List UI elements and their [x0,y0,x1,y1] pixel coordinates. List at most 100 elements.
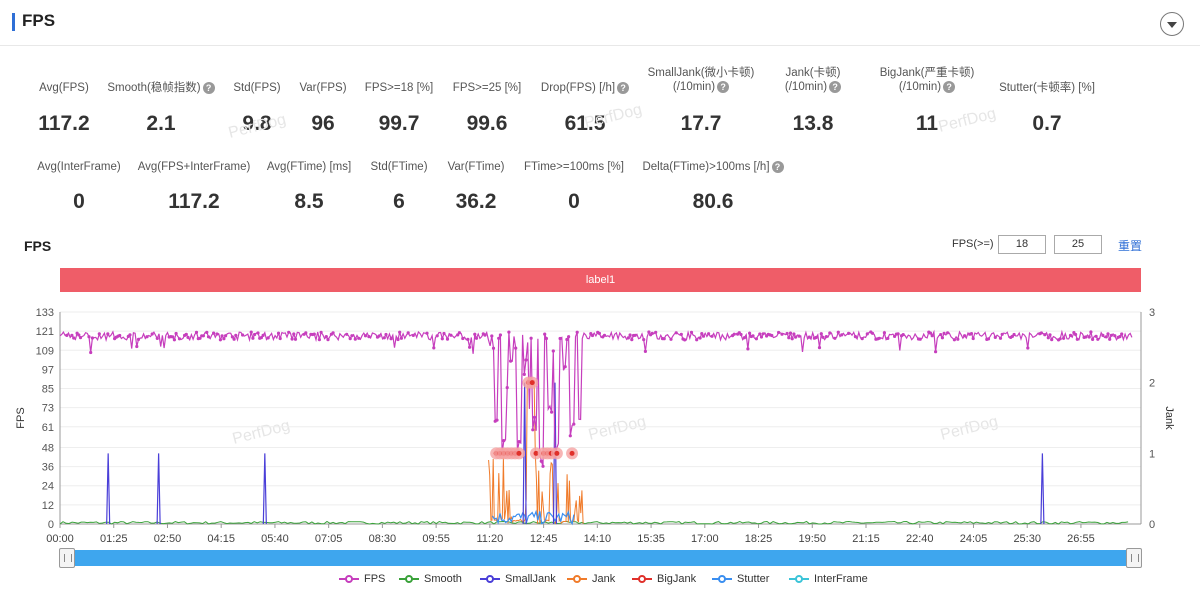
fps-point [1096,337,1100,341]
fps-point [468,345,472,349]
fps-point [543,332,547,336]
fps-point [1109,333,1113,337]
series-stutter-line [491,509,575,526]
fps-point [568,434,572,438]
metric-metrics_row2-6: Delta(FTime)>100ms [/h]? 80.6 [633,160,793,230]
slider-handle-right[interactable] [1126,548,1142,568]
fps-point [993,335,997,339]
fps-point [785,331,789,336]
bigjank-marker [569,450,575,456]
legend-item-stutter[interactable]: Stutter [712,573,769,585]
help-icon[interactable]: ? [943,80,956,93]
legend-item-interframe[interactable]: InterFrame [789,573,868,585]
metric-value: 80.6 [692,190,734,213]
fps-point [1062,336,1066,340]
fps-point [490,334,494,338]
fps-point [701,334,706,338]
fps-point [212,331,216,335]
metric-label: Jank(卡顿) [785,67,841,79]
metric-label: Stutter(卡顿率) [%] [999,82,1095,94]
fps-point [918,337,922,341]
metric-value: 0.7 [1032,112,1062,135]
x-tick-label: 11:20 [477,533,504,545]
label-bar[interactable]: label1 [60,268,1141,292]
legend-item-jank[interactable]: Jank [567,573,615,585]
fps-point [544,336,549,341]
fps-point [1094,334,1098,338]
fps-point [662,337,666,341]
metric-metrics_row1-7: SmallJank(微小卡顿) (/10min)? 17.7 [621,66,781,136]
fps-point [89,350,93,355]
fps-point [1048,333,1052,337]
metric-label: Delta(FTime)>100ms [/h]? [633,160,793,174]
fps-point [886,336,890,340]
fps-point [171,335,175,339]
fps-point [398,330,402,334]
help-icon[interactable]: ? [202,81,215,94]
legend-label: BigJank [657,573,697,585]
fps-point [411,333,415,337]
help-icon[interactable]: ? [717,80,730,93]
fps-point [626,336,631,340]
fps-point [946,331,950,335]
fps-point [633,333,637,337]
fps-point [700,332,704,336]
fps-point [531,428,535,432]
metric-metrics_row2-2: Avg(FTime) [ms] 8.5 [229,160,389,230]
x-tick-label: 00:00 [46,533,74,545]
fps-point [241,333,245,337]
help-icon[interactable]: ? [829,80,842,93]
fps-point [384,332,388,337]
x-tick-label: 15:35 [637,533,665,545]
fps-point [590,333,595,338]
legend-item-bigjank[interactable]: BigJank [632,573,696,585]
fps-point [575,330,579,334]
fps-point [497,336,501,340]
fps-point [1108,337,1112,341]
help-icon[interactable]: ? [617,81,630,94]
legend-item-smooth[interactable]: Smooth [399,573,462,585]
y-left-tick-label: 24 [42,481,54,493]
x-tick-label: 02:50 [154,533,182,545]
fps-point [1012,332,1016,337]
fps-point [293,337,298,341]
fps-point [650,331,654,335]
fps-point [572,422,576,426]
reset-link[interactable]: 重置 [1118,239,1143,253]
fps-point [1046,336,1050,340]
help-icon[interactable]: ? [771,160,784,173]
fps-point [942,331,946,335]
time-range-slider[interactable] [59,548,1142,568]
fps-point [865,332,869,336]
metric-value: 0 [73,190,85,213]
legend-label: Jank [592,573,616,585]
fps-point [969,332,974,336]
fps-point [647,330,651,334]
fps-point [1106,332,1110,336]
fps-point [558,336,562,341]
fps-point [230,335,234,339]
slider-handle-left[interactable] [59,548,75,568]
legend-label: Smooth [424,573,462,585]
fps-point [695,338,699,342]
fps-point [602,333,607,337]
y-left-tick-label: 36 [42,462,54,474]
fps-threshold-input-1[interactable]: 18 [998,235,1046,254]
fps-point [1089,330,1093,334]
metric-value: 61.5 [564,112,606,135]
fps-point [998,336,1003,340]
legend-item-smalljank[interactable]: SmallJank [480,573,556,585]
legend-swatch [339,574,359,584]
smalljank-spike [156,453,161,525]
fps-point [1113,334,1117,338]
title-accent-bar [12,13,15,31]
collapse-button[interactable] [1160,12,1184,36]
fps-point [505,386,509,390]
fps-point [788,331,793,335]
legend-item-fps[interactable]: FPS [339,573,385,585]
fps-point [65,333,69,337]
fps-threshold-input-2[interactable]: 25 [1054,235,1102,254]
fps-point [840,333,844,337]
metric-value: 13.8 [792,112,834,135]
